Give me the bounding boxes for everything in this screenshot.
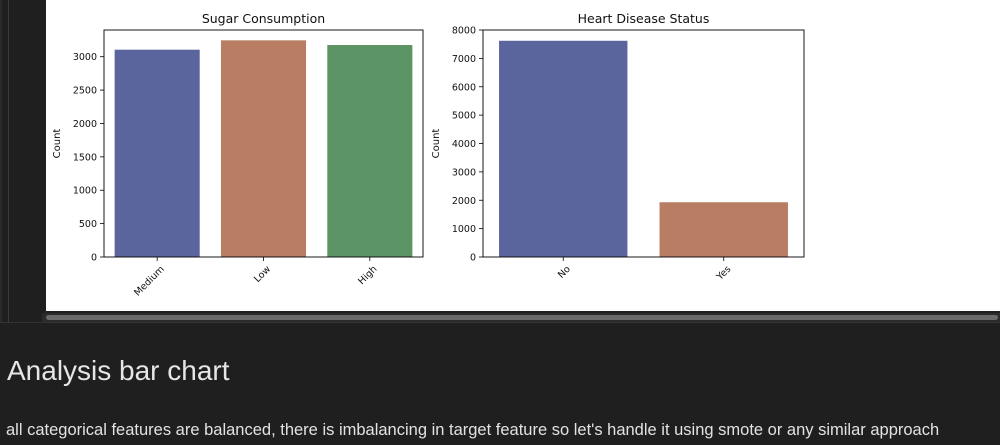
plot-output: Sugar Consumption Medium Low High 0 500 1000 15…	[46, 0, 1000, 311]
markdown-cell[interactable]: Analysis bar chart all categorical featu…	[0, 323, 1000, 445]
chart2-ytick-label: 5000	[452, 111, 476, 122]
notebook-output-cell: Sugar Consumption Medium Low High 0 500 1000 15…	[0, 0, 1000, 322]
cell-divider	[0, 322, 1000, 323]
chart1-bar-high	[327, 45, 413, 257]
chart1-bar-low	[220, 40, 307, 258]
chart2-ytick-label: 6000	[452, 82, 476, 93]
chart2-bar-no	[499, 40, 628, 257]
chart1-ytick-label: 1500	[73, 152, 97, 163]
chart1-ytick-label: 2000	[73, 119, 97, 130]
chart2-xtick-label: Yes	[714, 264, 733, 283]
chart1-ylabel: Count	[52, 129, 63, 159]
chart1-ytick-label: 2500	[73, 86, 97, 97]
chart2-bar-yes	[659, 202, 788, 257]
cell-gutter	[0, 0, 2, 322]
chart2-title: Heart Disease Status	[578, 11, 710, 26]
chart1-ytick-label: 500	[79, 219, 97, 230]
horizontal-scrollbar[interactable]	[42, 313, 1000, 322]
figure-canvas: Sugar Consumption Medium Low High 0 500 1000 15…	[52, 11, 805, 299]
markdown-heading: Analysis bar chart	[7, 355, 230, 386]
chart1-xtick-label: Low	[252, 264, 273, 285]
scrollbar-thumb[interactable]	[46, 315, 998, 320]
markdown-paragraph: all categorical features are balanced, t…	[6, 421, 940, 439]
chart1-xtick-label: High	[356, 264, 379, 287]
chart1-axes-frame	[103, 29, 424, 258]
chart1-bar-medium	[114, 49, 200, 257]
chart1-ytick-label: 0	[91, 253, 97, 264]
chart2-ytick-label: 8000	[452, 26, 476, 37]
chart2-ylabel: Count	[431, 129, 442, 159]
chart2-ytick-label: 3000	[452, 167, 476, 178]
chart2-axes-frame	[482, 29, 805, 258]
chart2-ytick-label: 4000	[452, 139, 476, 150]
chart2-ytick-label: 2000	[452, 196, 476, 207]
chart1-ytick-label: 3000	[73, 52, 97, 63]
chart1-xtick-label: Medium	[132, 264, 167, 299]
chart2-ytick-label: 7000	[452, 54, 476, 65]
chart2-ytick-label: 1000	[452, 224, 476, 235]
chart2-ytick-label: 0	[470, 253, 476, 264]
chart1-ytick-label: 1000	[73, 186, 97, 197]
cell-left-border	[8, 0, 9, 322]
chart1-title: Sugar Consumption	[202, 11, 325, 26]
chart2-xtick-label: No	[556, 264, 573, 281]
